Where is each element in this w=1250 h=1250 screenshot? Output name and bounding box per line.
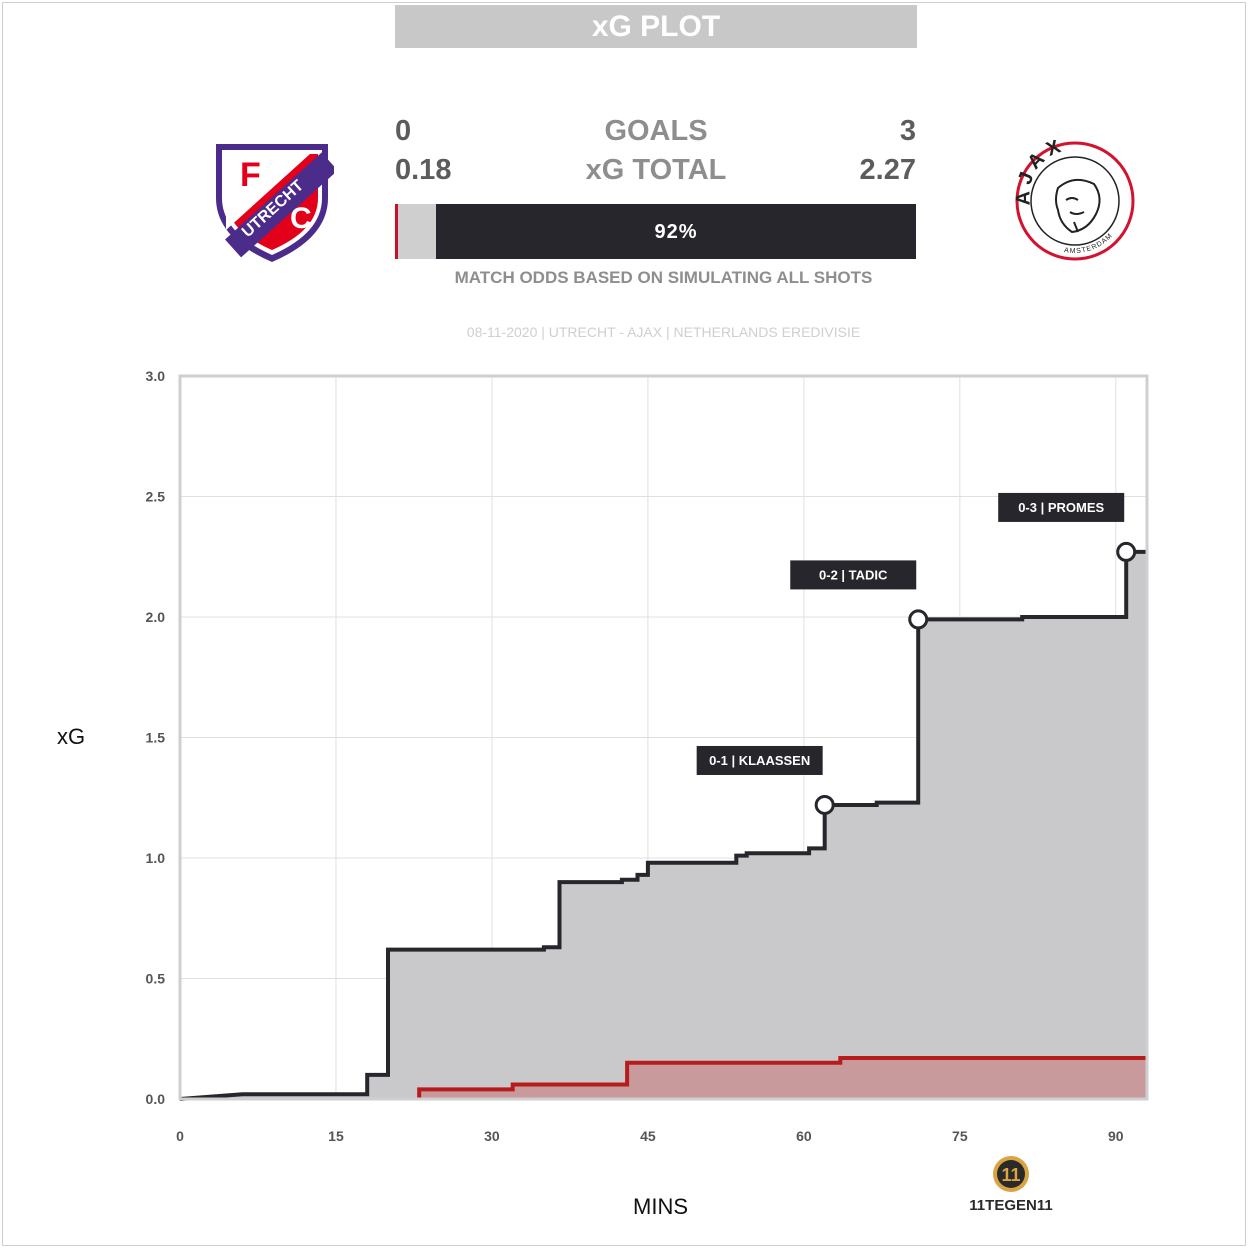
y-axis-label: xG bbox=[57, 724, 86, 749]
x-tick-label: 60 bbox=[796, 1128, 812, 1144]
page-title: xG PLOT bbox=[395, 5, 917, 48]
x-tick-label: 75 bbox=[952, 1128, 968, 1144]
away-xg-area bbox=[180, 551, 1147, 1099]
x-tick-label: 90 bbox=[1108, 1128, 1124, 1144]
brand-logo: 11 11TEGEN11 bbox=[969, 1156, 1053, 1214]
goal-label: 0-2 | TADIC bbox=[819, 567, 888, 582]
chart-lines bbox=[179, 549, 1147, 1101]
y-tick-label: 0.5 bbox=[146, 971, 166, 987]
goal-label-box bbox=[998, 492, 1125, 522]
y-tick-label: 1.5 bbox=[146, 730, 166, 746]
y-tick-label: 2.0 bbox=[146, 609, 166, 625]
odds-caption: MATCH ODDS BASED ON SIMULATING ALL SHOTS bbox=[454, 268, 873, 287]
y-tick-label: 2.5 bbox=[146, 489, 166, 505]
home-xg-total: 0.18 bbox=[395, 154, 452, 186]
chart-axes bbox=[178, 374, 1149, 1101]
goals-label: GOALS bbox=[604, 115, 708, 147]
home-win-segment bbox=[395, 204, 398, 259]
home-goals: 0 bbox=[395, 115, 412, 147]
away-xg-line bbox=[179, 549, 1147, 1101]
y-tick-label: 3.0 bbox=[146, 368, 166, 384]
goal-marker bbox=[908, 609, 929, 630]
svg-text:F: F bbox=[240, 156, 261, 194]
away-xg-total: 2.27 bbox=[859, 154, 916, 186]
y-tick-label: 0.0 bbox=[146, 1091, 166, 1107]
match-odds-bar: 92% bbox=[395, 204, 916, 259]
plot-border bbox=[178, 374, 1149, 1101]
goal-label: 0-3 | PROMES bbox=[1018, 500, 1104, 515]
goal-label-box bbox=[790, 560, 917, 590]
svg-text:11TEGEN11: 11TEGEN11 bbox=[969, 1197, 1052, 1214]
xg-total-label: xG TOTAL bbox=[585, 154, 727, 186]
utrecht-logo: F C UTRECHT bbox=[216, 144, 334, 262]
x-axis-label: MINS bbox=[633, 1194, 688, 1219]
y-tick-label: 1.0 bbox=[146, 850, 166, 866]
goal-markers: 0-1 | KLAASSEN 0-2 | TADIC 0-3 | PROMES bbox=[696, 492, 1137, 815]
home-xg-area bbox=[419, 1058, 1148, 1099]
chart-fills bbox=[180, 551, 1148, 1099]
home-xg-line bbox=[417, 1056, 1147, 1099]
x-tick-label: 15 bbox=[328, 1128, 344, 1144]
away-win-segment: 92% bbox=[436, 204, 916, 259]
x-tick-label: 45 bbox=[640, 1128, 656, 1144]
ajax-logo: AJAX AMSTERDAM bbox=[1014, 140, 1135, 261]
x-tick-label: 30 bbox=[484, 1128, 500, 1144]
goal-label-box bbox=[696, 745, 823, 775]
svg-text:11: 11 bbox=[1001, 1165, 1020, 1185]
draw-segment bbox=[398, 204, 436, 259]
chart-ticks: 0 15 30 45 60 75 90 0.0 0.5 1.0 1.5 2.0 2.5 3.0 bbox=[146, 368, 1124, 1144]
svg-text:C: C bbox=[290, 202, 312, 235]
goal-marker bbox=[1116, 541, 1137, 562]
goal-label: 0-1 | KLAASSEN bbox=[709, 753, 810, 768]
x-tick-label: 0 bbox=[176, 1128, 184, 1144]
away-goals: 3 bbox=[899, 115, 916, 147]
goal-marker bbox=[814, 794, 835, 815]
match-info: 08-11-2020 | UTRECHT - AJAX | NETHERLAND… bbox=[466, 324, 861, 340]
